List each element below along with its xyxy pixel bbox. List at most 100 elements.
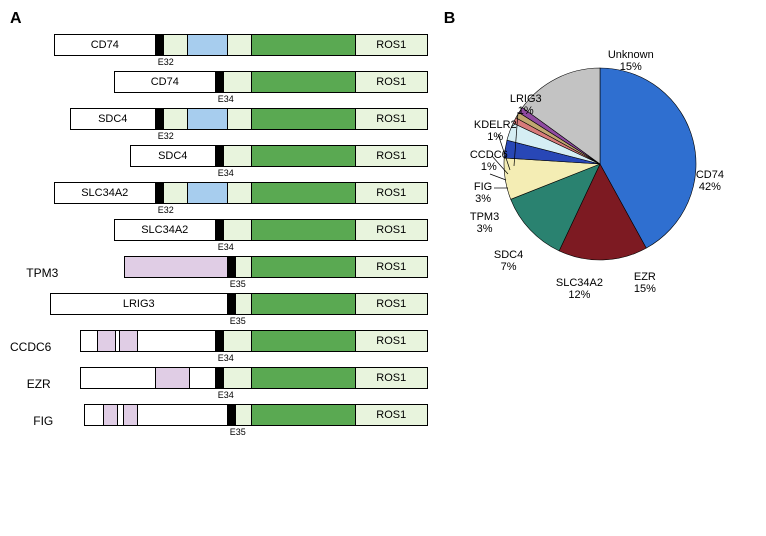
- fusion-segment: [137, 405, 227, 425]
- fusion-segment: [81, 331, 97, 351]
- panel-a: A CD74ROS1E32CD74ROS1E34SDC4ROS1E32SDC4R…: [10, 10, 428, 441]
- fusion-segment: [235, 294, 251, 314]
- ros1-label: ROS1: [372, 335, 410, 347]
- exon-label: E34: [218, 242, 234, 252]
- fusion-bar: SLC34A2 ROS1: [54, 182, 428, 204]
- fusion-segment: [187, 35, 227, 55]
- fusion-segment: [215, 146, 223, 166]
- fusion-segment: [223, 146, 251, 166]
- partner-label: SLC34A2: [137, 224, 192, 236]
- fusion-segment: ROS1: [355, 220, 427, 240]
- fusion-segment: [251, 35, 355, 55]
- fusion-bar: ROS1: [124, 256, 428, 278]
- partner-label: CD74: [147, 76, 183, 88]
- fusion-bar: SDC4 ROS1: [130, 145, 428, 167]
- fusion-segment: ROS1: [355, 368, 427, 388]
- fusion-segment: [251, 72, 355, 92]
- fusion-segment: LRIG3: [51, 294, 227, 314]
- panel-b-label: B: [444, 10, 756, 28]
- fusion-segment: ROS1: [355, 146, 427, 166]
- fusion-partner-external-label: TPM3: [10, 266, 64, 280]
- fusion-row: CD74 ROS1 E34: [10, 71, 428, 104]
- fusion-segment: ROS1: [355, 72, 427, 92]
- fusion-segment: [223, 368, 251, 388]
- fusion-partner-external-label: FIG: [10, 414, 59, 428]
- fusion-segment: [85, 405, 103, 425]
- ros1-label: ROS1: [372, 261, 410, 273]
- fusion-partner-external-label: EZR: [10, 377, 57, 391]
- fusion-segment: [163, 35, 187, 55]
- fusion-segment: [119, 331, 137, 351]
- fusion-segment: [227, 257, 235, 277]
- exon-label: E34: [218, 390, 234, 400]
- ros1-label: ROS1: [372, 39, 410, 51]
- ros1-label: ROS1: [372, 113, 410, 125]
- fusion-segment: [103, 405, 117, 425]
- partner-label: SDC4: [154, 150, 191, 162]
- fusion-row: SLC34A2 ROS1 E34: [10, 219, 428, 252]
- fusion-segment: [155, 368, 189, 388]
- partner-label: CD74: [87, 39, 123, 51]
- fusion-segment: [251, 183, 355, 203]
- fusion-segment: [189, 368, 215, 388]
- fusion-segment: [123, 405, 137, 425]
- pie-slice-label: CCDC61%: [470, 150, 508, 173]
- ros1-label: ROS1: [372, 150, 410, 162]
- fusion-segment: [215, 220, 223, 240]
- fusion-row: SDC4ROS1E32: [10, 108, 428, 141]
- fusion-segment: [155, 35, 163, 55]
- fusion-row: LRIG3 ROS1 E35: [10, 293, 428, 326]
- fusion-segment: [223, 331, 251, 351]
- pie-slice-label: KDELR21%: [474, 120, 517, 143]
- exon-label: E34: [218, 94, 234, 104]
- panel-a-label: A: [10, 10, 428, 28]
- fusion-row: FIGROS1E35: [10, 404, 428, 437]
- fusion-segment: [251, 405, 355, 425]
- fusion-segment: ROS1: [355, 183, 427, 203]
- fusion-bar: ROS1: [80, 367, 428, 389]
- pie-slice-label: FIG3%: [474, 182, 492, 205]
- fusion-segment: [251, 146, 355, 166]
- figure: A CD74ROS1E32CD74ROS1E34SDC4ROS1E32SDC4R…: [10, 10, 756, 441]
- exon-label: E35: [230, 316, 246, 326]
- fusion-segment: [155, 109, 163, 129]
- fusion-segment: [81, 368, 155, 388]
- fusion-segment: [125, 257, 227, 277]
- exon-label: E32: [158, 57, 174, 67]
- fusion-bar: LRIG3 ROS1: [50, 293, 428, 315]
- fusion-segment: [187, 183, 227, 203]
- fusion-segment: ROS1: [355, 257, 427, 277]
- fusion-segment: CD74: [115, 72, 215, 92]
- partner-label: SDC4: [94, 113, 131, 125]
- fusion-segment: [251, 109, 355, 129]
- fusion-segment: [223, 72, 251, 92]
- fusion-segment: [251, 257, 355, 277]
- ros1-label: ROS1: [372, 224, 410, 236]
- fusion-segment: [227, 183, 251, 203]
- fusion-segment: [215, 72, 223, 92]
- fusion-row: SLC34A2ROS1E32: [10, 182, 428, 215]
- fusion-segment: SLC34A2: [55, 183, 155, 203]
- fusion-segment: CD74: [55, 35, 155, 55]
- fusion-segment: [97, 331, 115, 351]
- ros1-label: ROS1: [372, 372, 410, 384]
- pie-slice-label: LRIG31%: [510, 94, 542, 117]
- pie-slice-label: EZR15%: [634, 272, 656, 295]
- partner-label: SLC34A2: [77, 187, 132, 199]
- fusion-segment: [163, 109, 187, 129]
- fusion-segment: [251, 368, 355, 388]
- fusion-segment: [235, 405, 251, 425]
- fusion-segment: [215, 368, 223, 388]
- partner-label: LRIG3: [119, 298, 159, 310]
- ros1-label: ROS1: [372, 298, 410, 310]
- fusion-segment: [163, 183, 187, 203]
- fusion-segment: [251, 294, 355, 314]
- pie-leader-line: [490, 174, 506, 180]
- fusion-segment: [227, 109, 251, 129]
- pie-slice-label: TPM33%: [470, 212, 499, 235]
- fusion-bar: SLC34A2 ROS1: [114, 219, 428, 241]
- fusion-segment: [251, 331, 355, 351]
- fusion-segment: [137, 331, 215, 351]
- fusion-segment: ROS1: [355, 109, 427, 129]
- fusion-row: TPM3ROS1E35: [10, 256, 428, 289]
